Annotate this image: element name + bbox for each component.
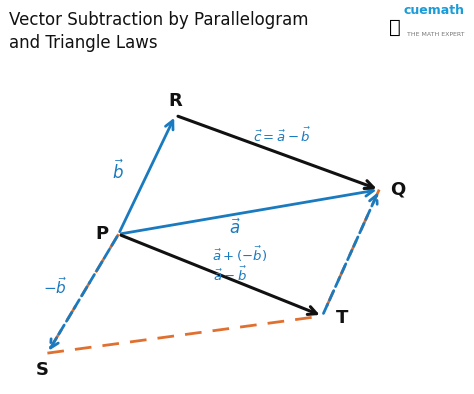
Text: $\vec{b}$: $\vec{b}$ — [111, 159, 124, 183]
Text: $-\vec{b}$: $-\vec{b}$ — [43, 276, 66, 297]
Text: THE MATH EXPERT: THE MATH EXPERT — [407, 32, 465, 37]
Text: P: P — [95, 225, 109, 243]
Text: $\vec{c}=\vec{a}-\vec{b}$: $\vec{c}=\vec{a}-\vec{b}$ — [253, 126, 311, 145]
Text: S: S — [36, 361, 49, 379]
Text: $\vec{a}-\vec{b}$: $\vec{a}-\vec{b}$ — [213, 266, 247, 284]
Text: T: T — [336, 309, 348, 327]
Text: Vector Subtraction by Parallelogram
and Triangle Laws: Vector Subtraction by Parallelogram and … — [9, 11, 309, 52]
Text: Q: Q — [391, 180, 406, 199]
Text: $\vec{a}$: $\vec{a}$ — [228, 219, 241, 238]
Text: R: R — [168, 92, 182, 110]
Text: 🚀: 🚀 — [389, 18, 401, 37]
Text: cuemath: cuemath — [403, 4, 465, 17]
Text: $\vec{a}+(-\vec{b})$: $\vec{a}+(-\vec{b})$ — [212, 245, 267, 264]
